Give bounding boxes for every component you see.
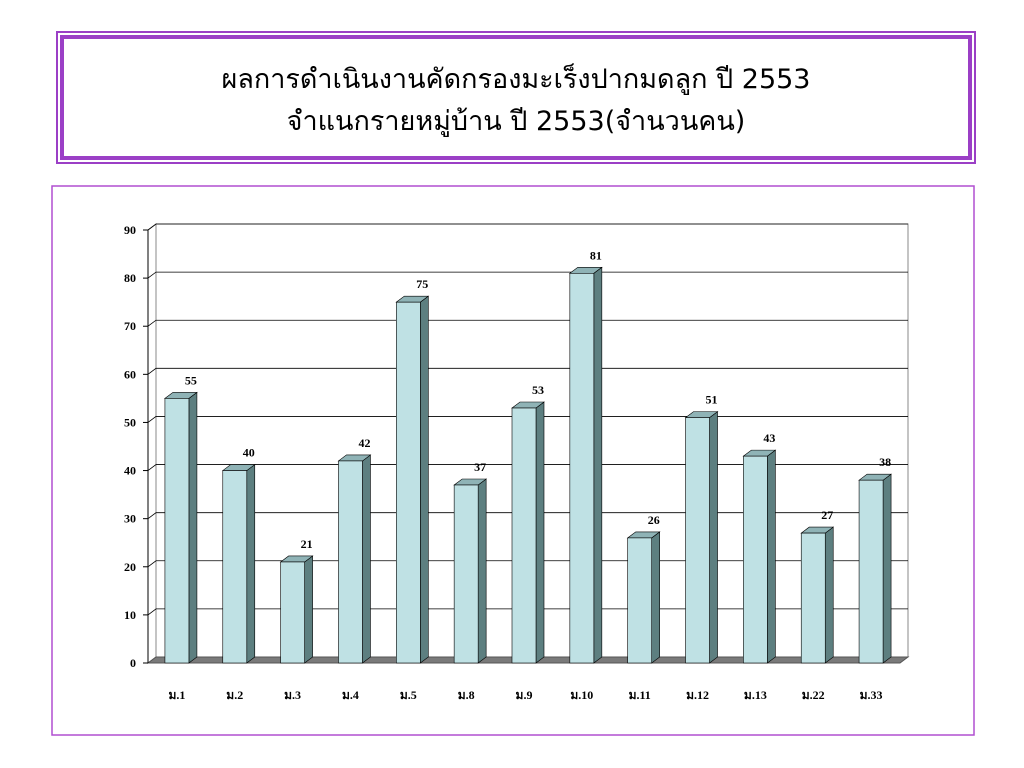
grid-line [147, 223, 908, 231]
x-tick-label: ม.3 [284, 688, 301, 702]
x-tick-label: ม.5 [400, 688, 417, 702]
grid-line [147, 512, 908, 519]
y-tick-label: 30 [124, 512, 136, 526]
bar [164, 398, 190, 664]
data-label: 40 [243, 446, 255, 460]
y-tick-label: 80 [124, 271, 136, 285]
y-tick-label: 90 [124, 223, 136, 237]
bar [511, 407, 537, 664]
bar [222, 470, 248, 664]
bar-side [767, 449, 776, 664]
y-tick-label: 50 [124, 415, 136, 429]
bar-side [362, 454, 371, 664]
title-box-inner [60, 35, 972, 160]
y-tick-label: 0 [130, 656, 136, 670]
data-label: 53 [532, 383, 544, 397]
data-label: 37 [474, 460, 486, 474]
bar [858, 479, 884, 664]
bar [280, 561, 305, 664]
x-tick-label: ม.8 [458, 688, 475, 702]
y-tick-label: 20 [124, 560, 136, 574]
x-tick-label: ม.10 [570, 688, 593, 702]
grid-line [147, 367, 908, 375]
bar-side [824, 526, 834, 664]
bar [453, 484, 479, 664]
data-label: 55 [185, 373, 197, 387]
bar [743, 455, 768, 664]
y-tick-label: 10 [124, 608, 136, 622]
bar-side [882, 473, 892, 664]
y-tick-label: 70 [124, 319, 136, 333]
x-tick-label: ม.2 [226, 688, 243, 702]
title-box-outer [56, 31, 976, 164]
bar [800, 532, 826, 664]
data-label: 38 [879, 455, 891, 469]
x-tick-label: ม.12 [686, 688, 709, 702]
y-tick-label: 60 [124, 367, 136, 381]
side-wall [147, 223, 157, 664]
grid-line [147, 271, 908, 279]
data-label: 26 [648, 513, 660, 527]
x-tick-label: ม.4 [342, 688, 359, 702]
x-tick-label: ม.13 [744, 688, 767, 702]
bar [338, 460, 363, 664]
grid-line [147, 464, 908, 471]
data-label: 75 [416, 277, 428, 291]
plot: 0 10 20 30 40 50 60 70 80 90 ม.1 55 ม.2 40 ม.3 21 ม.4 42 ม… [124, 223, 910, 702]
bar-side [477, 478, 487, 664]
y-tick-label: 40 [124, 464, 136, 478]
x-tick-label: ม.22 [802, 688, 825, 702]
data-label: 51 [706, 393, 718, 407]
bar-side [593, 266, 603, 664]
data-label: 43 [763, 431, 775, 445]
bar [685, 417, 710, 664]
bar-side [304, 555, 313, 664]
bar-side [246, 463, 256, 664]
x-tick-label: ม.11 [629, 688, 651, 702]
x-tick-label: ม.33 [860, 688, 883, 702]
chart-title: ผลการดำเนินงานคัดกรองมะเร็งปากมดลูก ปี 2… [222, 61, 811, 95]
x-tick-label: ม.1 [168, 688, 185, 702]
chart-subtitle: จำแนกรายหมู่บ้าน ปี 2553(จำนวนคน) [287, 106, 746, 137]
bar-side [709, 411, 718, 664]
bar [569, 272, 595, 664]
bar [396, 301, 421, 664]
x-tick-label: ม.9 [516, 688, 533, 702]
grid-line [147, 319, 908, 327]
data-label: 42 [358, 436, 370, 450]
grid-line [147, 416, 908, 423]
data-label: 27 [821, 508, 833, 522]
data-label: 21 [301, 537, 313, 551]
data-label: 81 [590, 248, 602, 262]
bar [627, 537, 652, 664]
bar-side [535, 401, 545, 664]
bar-side [651, 531, 660, 664]
bar-side [188, 391, 198, 664]
bar-side [420, 295, 429, 664]
